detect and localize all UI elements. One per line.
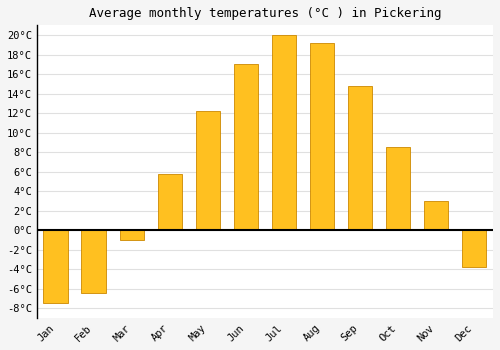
Bar	[386, 147, 410, 230]
Bar	[310, 43, 334, 230]
Title: Average monthly temperatures (°C ) in Pickering: Average monthly temperatures (°C ) in Pi…	[88, 7, 441, 20]
Bar	[158, 174, 182, 230]
Bar	[82, 230, 106, 294]
Bar	[348, 86, 372, 230]
Bar	[424, 201, 448, 230]
Bar	[44, 230, 68, 303]
Bar	[120, 230, 144, 240]
Bar	[462, 230, 486, 267]
Bar	[234, 64, 258, 230]
Bar	[196, 111, 220, 230]
Bar	[272, 35, 296, 230]
